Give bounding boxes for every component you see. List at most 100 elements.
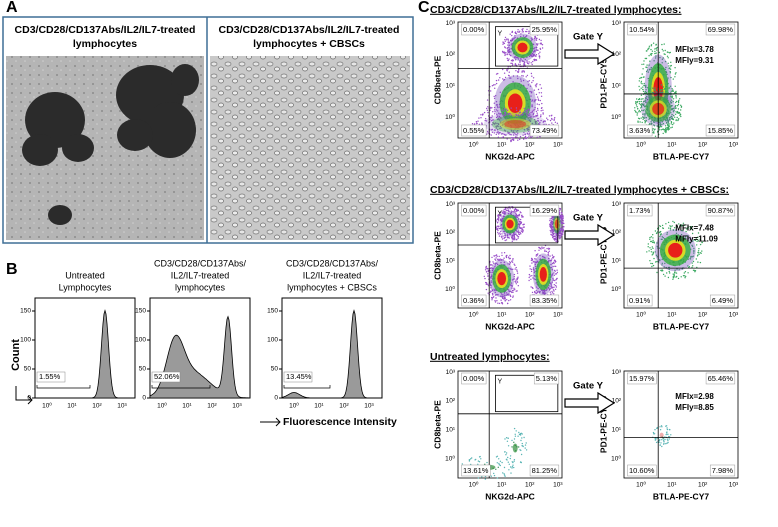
event-dot (522, 70, 523, 71)
event-dot (486, 289, 487, 290)
event-dot (537, 110, 538, 111)
event-dot (553, 120, 554, 121)
event-dot (490, 264, 491, 265)
event-dot (491, 297, 492, 298)
event-dot (672, 279, 673, 280)
event-dot (490, 107, 491, 108)
event-dot (501, 236, 502, 237)
event-dot (508, 445, 509, 446)
event-dot (668, 57, 669, 58)
event-dot (634, 107, 635, 108)
event-dot (666, 434, 667, 435)
hist-title: Untreated (65, 270, 105, 280)
event-dot (552, 257, 553, 258)
event-dot (506, 459, 507, 460)
event-dot (641, 81, 642, 82)
event-dot (479, 461, 480, 462)
event-dot (666, 431, 667, 432)
hist-title: IL2/IL7-treated (303, 270, 362, 280)
event-dot (677, 117, 678, 118)
gate-name: Y (498, 210, 503, 217)
event-dot (511, 32, 512, 33)
event-dot (517, 71, 518, 72)
event-dot (693, 270, 694, 271)
event-dot (672, 89, 673, 90)
event-dot (680, 105, 681, 106)
event-dot (495, 469, 496, 470)
event-dot (640, 82, 641, 83)
event-dot (637, 114, 638, 115)
y-tick-label: 0 (274, 395, 278, 402)
axis-title: NKG2d-APC (485, 491, 535, 501)
event-dot (521, 29, 522, 30)
event-dot (685, 271, 686, 272)
event-dot (555, 266, 556, 267)
event-dot (525, 31, 526, 32)
event-dot (504, 39, 505, 40)
event-dot (664, 54, 665, 55)
event-dot (646, 50, 647, 51)
axis-title: Fluorescence Intensity (283, 416, 397, 428)
event-dot (555, 289, 556, 290)
event-dot (522, 31, 523, 32)
event-dot (646, 251, 647, 252)
panel-label: A (6, 0, 18, 16)
event-dot (521, 227, 522, 228)
event-dot (553, 262, 554, 263)
event-dot (651, 44, 652, 45)
event-dot (506, 255, 507, 256)
event-dot (486, 108, 487, 109)
event-dot (493, 296, 494, 297)
event-dot (655, 261, 656, 262)
event-dot (519, 110, 520, 111)
event-dot (516, 267, 517, 268)
event-dot (506, 239, 507, 240)
event-dot (513, 467, 514, 468)
event-dot (531, 76, 532, 77)
event-dot (517, 277, 518, 278)
y-tick-label: 10³ (446, 20, 456, 27)
event-dot (538, 89, 539, 90)
event-dot (510, 258, 511, 259)
hist-title: CD3/CD28/CD137Abs/ (286, 258, 379, 268)
event-dot (502, 137, 503, 138)
event-dot (513, 239, 514, 240)
event-dot (669, 272, 670, 273)
event-dot (653, 258, 654, 259)
y-tick-label: 50 (139, 366, 147, 373)
event-dot (539, 55, 540, 56)
event-dot (529, 265, 530, 266)
event-dot (495, 255, 496, 256)
event-dot (540, 116, 541, 117)
event-dot (487, 99, 488, 100)
density (668, 243, 682, 258)
mfi-value: MFIx=7.48 (675, 223, 714, 232)
event-dot (551, 218, 552, 219)
x-tick-label: 10¹ (497, 142, 507, 149)
event-dot (546, 118, 547, 119)
event-dot (520, 211, 521, 212)
event-dot (664, 131, 665, 132)
event-dot (536, 111, 537, 112)
event-dot (641, 95, 642, 96)
event-dot (496, 257, 497, 258)
histogram (282, 311, 382, 398)
event-dot (496, 109, 497, 110)
event-dot (499, 464, 500, 465)
event-dot (517, 235, 518, 236)
event-dot (649, 90, 650, 91)
event-dot (661, 446, 662, 447)
event-dot (660, 429, 661, 430)
event-dot (554, 117, 555, 118)
event-dot (496, 134, 497, 135)
event-dot (508, 58, 509, 59)
event-dot (672, 127, 673, 128)
x-tick-label: 10³ (729, 142, 739, 149)
event-dot (652, 254, 653, 255)
event-dot (681, 276, 682, 277)
event-dot (490, 90, 491, 91)
event-dot (538, 53, 539, 54)
event-dot (537, 103, 538, 104)
event-dot (524, 111, 525, 112)
event-dot (512, 139, 513, 140)
